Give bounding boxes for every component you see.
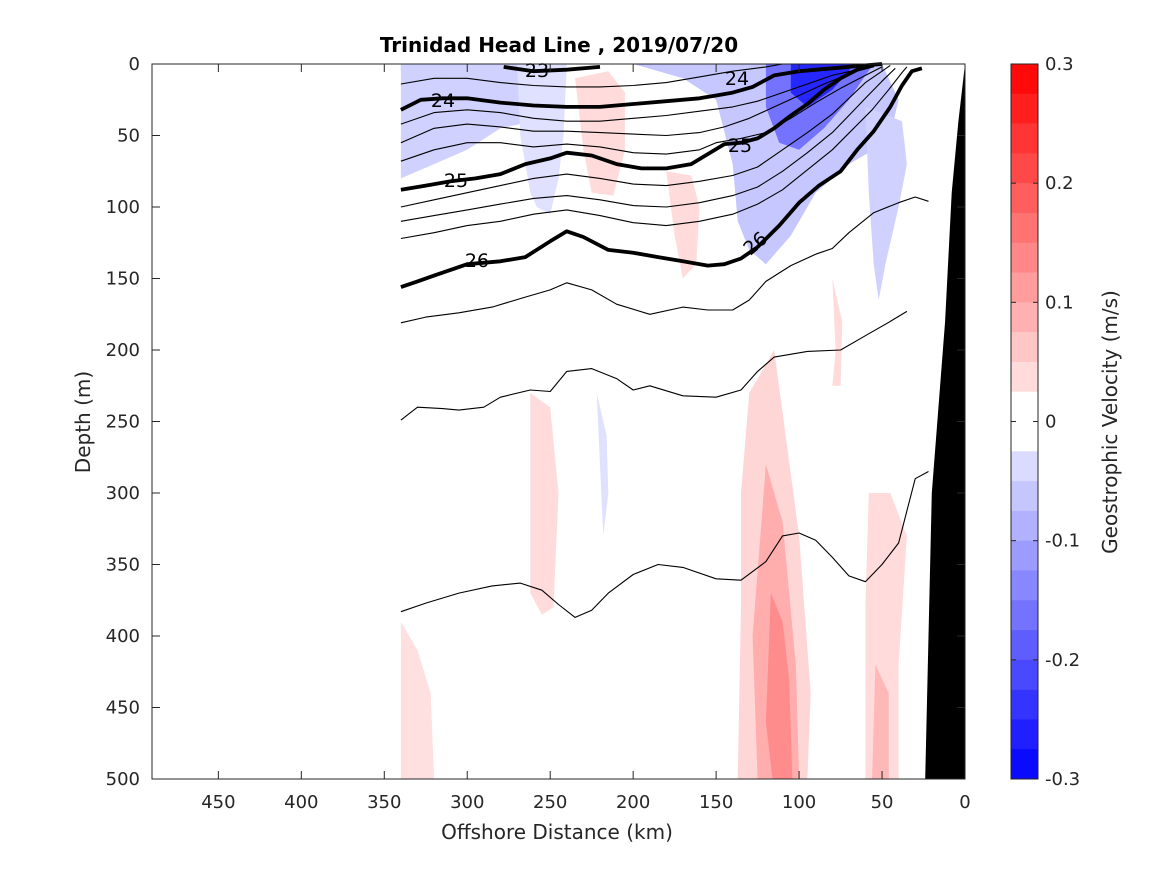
colorbar-segment — [1011, 212, 1038, 244]
colorbar-segment — [1011, 421, 1038, 452]
contour-label: 25 — [728, 135, 752, 157]
x-tick-label: 450 — [201, 792, 235, 813]
colorbar-segment — [1011, 64, 1038, 95]
y-tick-label: 450 — [106, 698, 140, 719]
y-tick-label: 150 — [106, 269, 140, 290]
colorbar-segment — [1011, 719, 1038, 750]
colorbar-segment — [1011, 481, 1038, 512]
isopycnal-24.8 — [400, 66, 883, 162]
colorbar-tick-label: 0.2 — [1045, 173, 1074, 194]
colorbar-segment — [1011, 600, 1038, 631]
y-tick-label: 300 — [106, 483, 140, 504]
colorbar-segment — [1011, 302, 1038, 333]
y-tick-label: 200 — [106, 340, 140, 361]
contour-label: 25 — [444, 170, 468, 192]
isopycnal-25.2 — [400, 64, 891, 208]
y-axis: 0 50 100 150 200 250 300 350 400 450 500 — [106, 54, 965, 790]
x-tick-label: 0 — [959, 792, 970, 813]
colorbar-label: Geostrophic Velocity (m/s) — [1098, 290, 1122, 554]
northward-velocity-patch — [832, 278, 843, 386]
colorbar-segment — [1011, 451, 1038, 482]
y-tick-label: 250 — [106, 412, 140, 433]
colorbar-segment — [1011, 242, 1038, 273]
colorbar-segment — [1011, 540, 1038, 571]
x-axis: 450 400 350 300 250 200 150 100 50 0 — [201, 64, 971, 813]
x-axis-label: Offshore Distance (km) — [441, 820, 673, 844]
colorbar-tick-label: -0.2 — [1045, 650, 1080, 671]
colorbar-tick-label: -0.3 — [1045, 769, 1080, 790]
colorbar-segment — [1011, 123, 1038, 154]
colorbar-segment — [1011, 272, 1038, 303]
colorbar-segment — [1011, 153, 1038, 184]
seafloor-bathymetry — [925, 64, 965, 779]
colorbar-segment — [1011, 93, 1038, 124]
colorbar-segment — [1011, 183, 1038, 214]
x-tick-label: 150 — [699, 792, 733, 813]
northward-velocity-patch — [530, 392, 559, 615]
x-tick-label: 300 — [450, 792, 484, 813]
colorbar-tick-label: -0.1 — [1045, 531, 1080, 552]
y-axis-label: Depth (m) — [71, 371, 95, 473]
contour-label: 24 — [725, 68, 749, 90]
y-tick-label: 0 — [129, 54, 140, 75]
southward-velocity-patch — [596, 392, 609, 536]
southward-velocity-patch — [517, 64, 567, 215]
contour-label: 26 — [465, 250, 489, 272]
colorbar-segment — [1011, 391, 1038, 422]
y-tick-label: 500 — [106, 769, 140, 790]
plot-background — [152, 64, 965, 779]
x-tick-label: 50 — [871, 792, 894, 813]
northward-velocity-patch — [872, 664, 889, 779]
isopycnal-26 — [400, 66, 923, 289]
x-tick-label: 200 — [616, 792, 650, 813]
colorbar-tick-label: 0.3 — [1045, 54, 1074, 75]
y-tick-label: 50 — [117, 126, 140, 147]
colorbar-segment — [1011, 570, 1038, 601]
isopycnal-25.4 — [400, 67, 896, 222]
x-tick-label: 400 — [284, 792, 318, 813]
colorbar-segment — [1011, 689, 1038, 720]
isopycnal-26.4 — [400, 310, 908, 421]
isopycnal-26.6 — [400, 471, 929, 618]
colorbar-segment — [1011, 361, 1038, 393]
x-tick-label: 100 — [782, 792, 816, 813]
colorbar-tick-label: 0.1 — [1045, 292, 1074, 313]
colorbar: 0.3 0.2 0.1 0 -0.1 -0.2 -0.3 — [1010, 54, 1080, 790]
colorbar-segment — [1011, 630, 1038, 661]
contour-label: 23 — [525, 60, 549, 82]
x-tick-label: 250 — [533, 792, 567, 813]
northward-velocity-patch — [666, 171, 700, 279]
contour-label: 24 — [431, 90, 455, 112]
y-tick-label: 100 — [106, 197, 140, 218]
northward-velocity-patch — [765, 593, 793, 779]
isopycnal-25.6 — [400, 66, 908, 240]
chart-title: Trinidad Head Line , 2019/07/20 — [380, 33, 738, 57]
northward-velocity-patch — [400, 621, 435, 779]
x-tick-label: 350 — [367, 792, 401, 813]
isopycnal-24.4 — [400, 63, 874, 125]
colorbar-segment — [1011, 659, 1038, 690]
colorbar-tick-label: 0 — [1045, 412, 1056, 433]
isopycnal-25 — [400, 63, 875, 192]
colorbar-segment — [1011, 510, 1038, 541]
y-tick-label: 350 — [106, 555, 140, 576]
isopycnal-26.2 — [400, 196, 929, 324]
isopycnal-24.2 — [400, 63, 783, 88]
colorbar-segment — [1011, 749, 1038, 780]
southward-velocity-patch — [865, 106, 907, 301]
colorbar-segment — [1011, 332, 1038, 363]
isopycnal-24.6 — [400, 64, 874, 144]
y-tick-label: 400 — [106, 626, 140, 647]
